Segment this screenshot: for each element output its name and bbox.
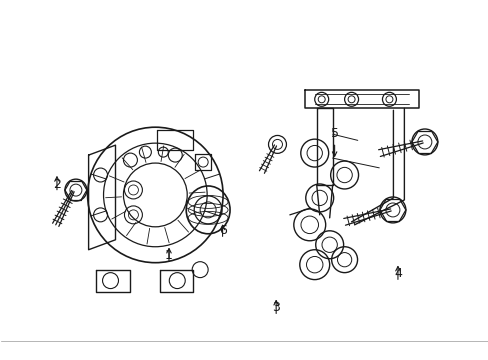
Text: 6: 6 <box>218 224 226 237</box>
Text: 3: 3 <box>272 301 280 314</box>
Text: 1: 1 <box>165 249 173 262</box>
Text: 2: 2 <box>53 177 61 190</box>
Text: 4: 4 <box>393 267 401 280</box>
Text: 5: 5 <box>330 127 338 140</box>
